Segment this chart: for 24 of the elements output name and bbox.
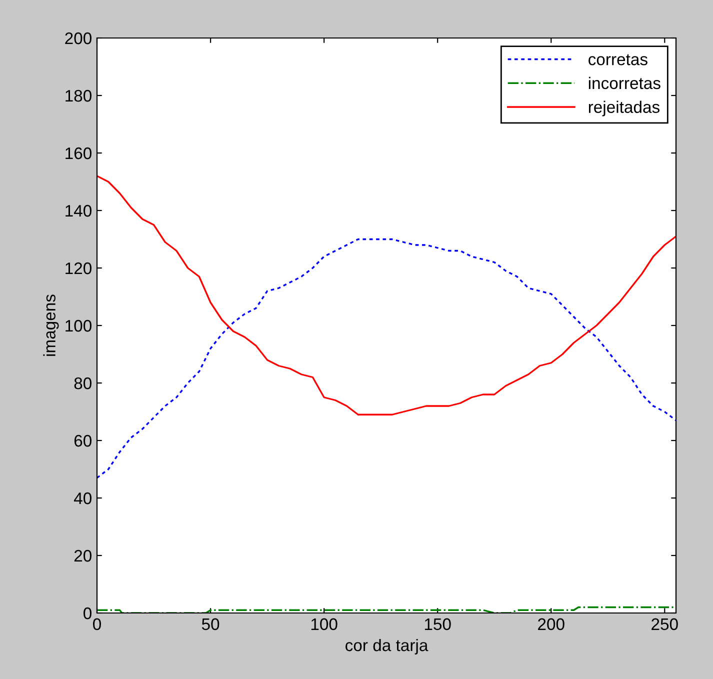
y-tick-label: 0 (84, 607, 92, 620)
x-tick-label: 100 (311, 618, 338, 630)
y-tick-label: 200 (65, 32, 92, 44)
x-axis-title: cor da tarja (346, 638, 428, 654)
y-tick-label: 160 (66, 147, 92, 160)
y-tick-label: 80 (74, 377, 92, 390)
y-tick-label: 140 (66, 204, 92, 217)
y-tick-label: 40 (74, 492, 92, 504)
y-tick-label: 100 (66, 320, 92, 332)
x-tick-label: 0 (93, 618, 101, 630)
line-series (97, 175, 676, 416)
x-tick-label: 250 (652, 618, 678, 630)
y-tick-label: 180 (66, 90, 92, 102)
y-axis-title: imagens (43, 294, 59, 356)
y-tick-label: 60 (74, 434, 92, 447)
legend-label: rejeitadas (588, 100, 660, 116)
x-tick-label: 150 (424, 618, 451, 630)
y-tick-label: 120 (66, 262, 92, 274)
y-tick-label: 20 (74, 550, 92, 562)
legend-label: corretas (588, 54, 648, 66)
x-tick-label: 200 (538, 618, 564, 630)
legend-label: incorretas (588, 76, 660, 90)
x-tick-label: 50 (202, 618, 220, 630)
line-series (97, 238, 676, 479)
